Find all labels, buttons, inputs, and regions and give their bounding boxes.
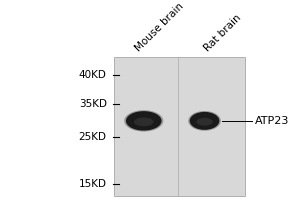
Text: Mouse brain: Mouse brain — [134, 1, 186, 54]
Ellipse shape — [190, 112, 219, 130]
Text: 15KD: 15KD — [79, 179, 107, 189]
Text: 35KD: 35KD — [79, 99, 107, 109]
Ellipse shape — [134, 117, 154, 126]
Ellipse shape — [196, 118, 213, 126]
Text: 25KD: 25KD — [79, 132, 107, 142]
Text: 40KD: 40KD — [79, 70, 107, 80]
Ellipse shape — [126, 111, 161, 131]
Bar — [114, 57, 244, 196]
Text: ATP23: ATP23 — [255, 116, 289, 126]
Text: Rat brain: Rat brain — [202, 13, 243, 54]
Ellipse shape — [124, 110, 163, 132]
Ellipse shape — [188, 111, 221, 131]
